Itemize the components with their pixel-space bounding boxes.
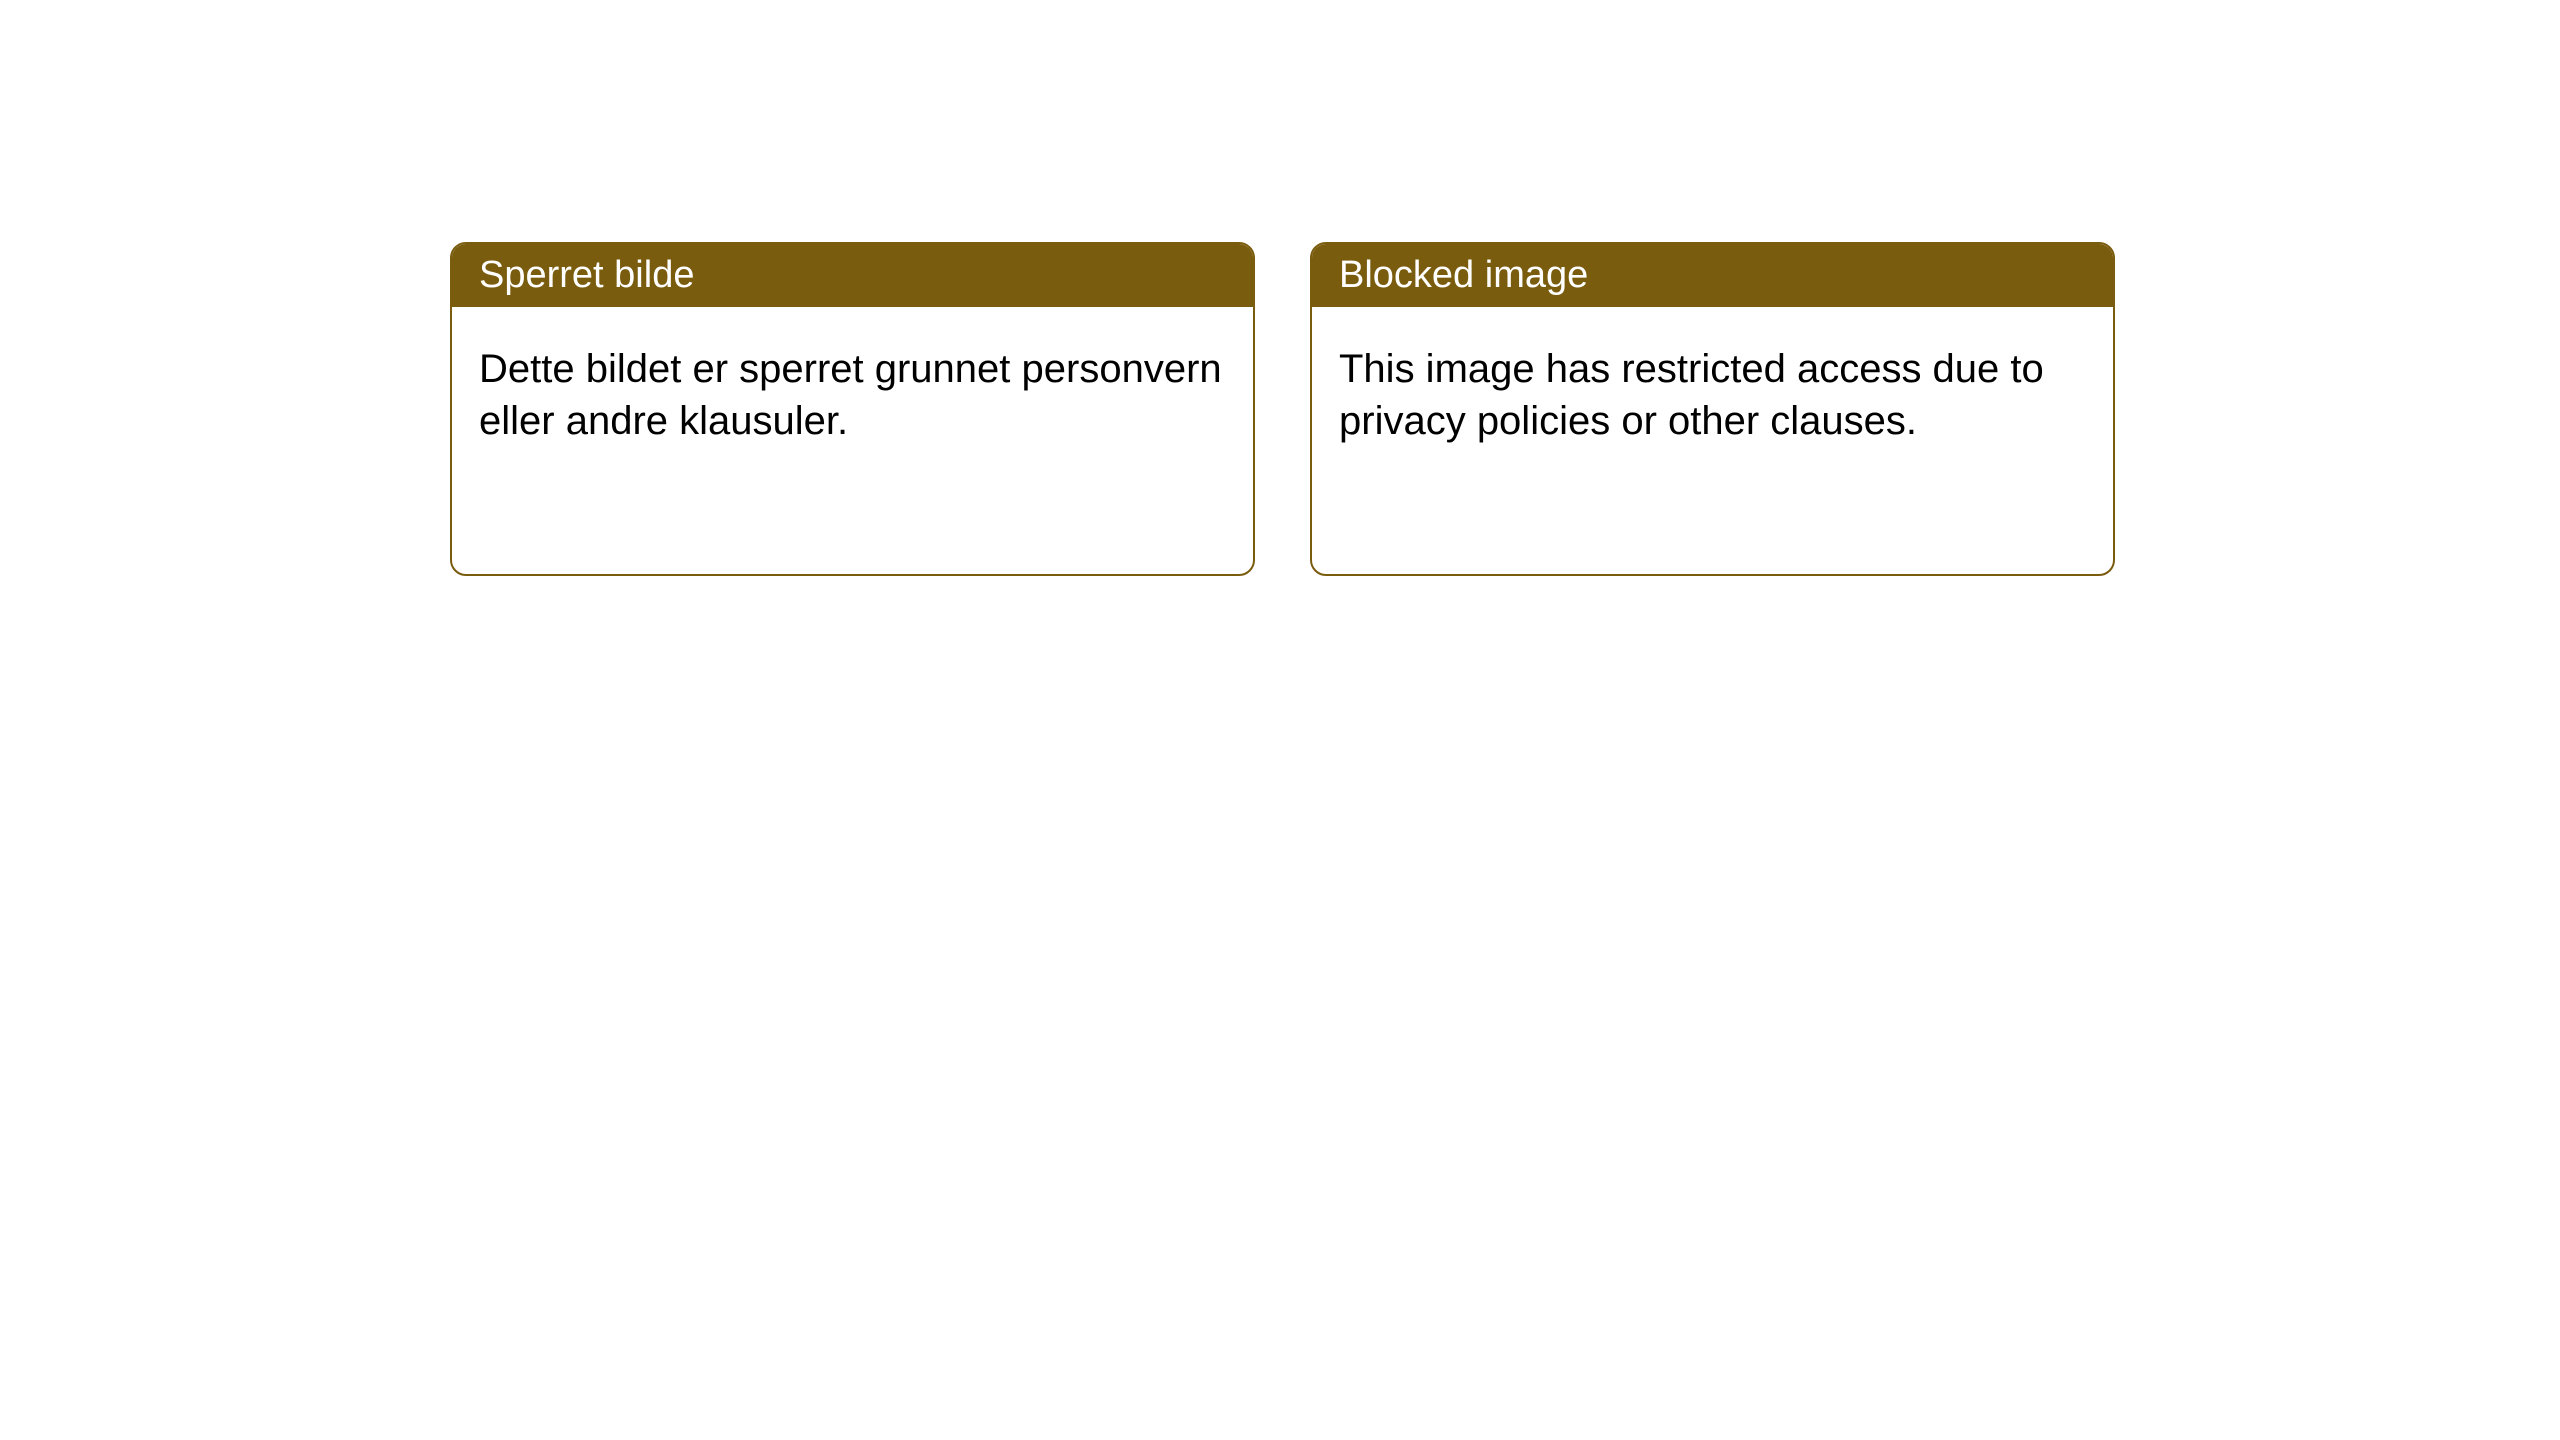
notice-container: Sperret bilde Dette bildet er sperret gr… [450, 242, 2115, 576]
notice-card-norwegian: Sperret bilde Dette bildet er sperret gr… [450, 242, 1255, 576]
notice-card-english: Blocked image This image has restricted … [1310, 242, 2115, 576]
notice-header-english: Blocked image [1312, 244, 2113, 307]
notice-header-norwegian: Sperret bilde [452, 244, 1253, 307]
notice-body-english: This image has restricted access due to … [1312, 307, 2113, 483]
notice-body-norwegian: Dette bildet er sperret grunnet personve… [452, 307, 1253, 483]
